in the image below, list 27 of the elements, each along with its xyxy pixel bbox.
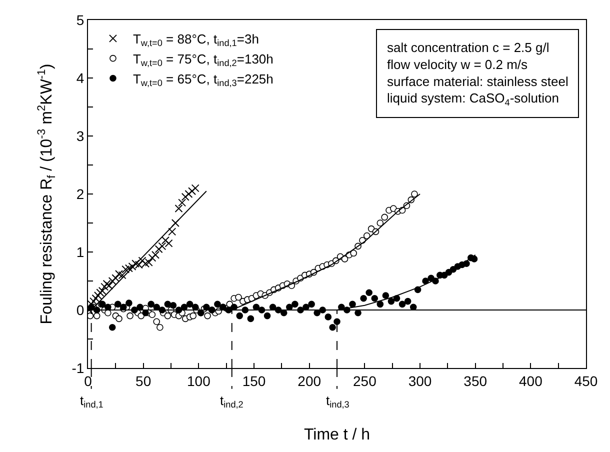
legend-label: T$_{w,t=0}$ = 88°C, t$_{ind,1}$=3h	[132, 32, 259, 48]
x-tick-label: 100	[186, 372, 211, 389]
x-tick-label: 300	[408, 372, 432, 389]
y-tick-label: 3	[76, 128, 84, 144]
x-tick-label: 400	[518, 372, 543, 389]
x-tick-label: 450	[574, 372, 598, 389]
annotation: flow velocity w = 0.2 m/s	[387, 56, 528, 72]
annotation: salt concentration c = 2.5 g/l	[387, 40, 550, 55]
annotation: liquid system: CaSO$_{4}$-solution	[387, 90, 559, 108]
annotation: surface material: stainless steel	[387, 74, 568, 89]
legend-label: T$_{w,t=0}$ = 65°C, t$_{ind,3}$=225h	[132, 71, 274, 88]
y-tick-label: 1	[76, 244, 84, 260]
y-tick-label: 0	[76, 302, 84, 318]
x-tick-label: 350	[464, 372, 488, 389]
x-tick-label: 50	[136, 372, 152, 389]
y-tick-label: 5	[76, 12, 84, 28]
ref-line-label: t$_{ind,2}$	[220, 393, 244, 410]
x-axis-title: Time t / h	[304, 426, 370, 444]
y-tick-label: 2	[76, 186, 84, 202]
x-tick-label: 200	[298, 372, 322, 389]
ref-line-label: t$_{ind,1}$	[80, 393, 104, 410]
legend-label: T$_{w,t=0}$ = 75°C, t$_{ind,2}$=130h	[132, 51, 274, 68]
y-tick-label: 4	[76, 70, 84, 86]
ref-line-label: t$_{ind,3}$	[326, 393, 350, 410]
x-tick-label: 150	[242, 372, 266, 389]
y-tick-label: -1	[72, 360, 84, 376]
x-tick-label: 250	[352, 372, 377, 389]
